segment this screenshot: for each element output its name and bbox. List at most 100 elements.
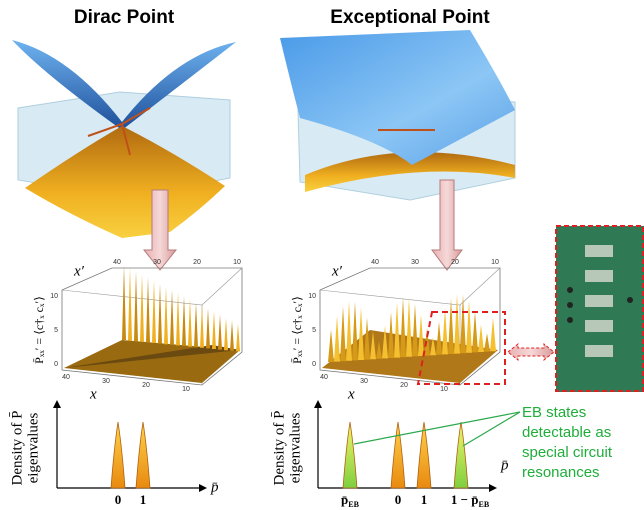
spike <box>236 324 240 352</box>
spike <box>412 304 418 356</box>
spike <box>140 274 144 342</box>
tick-label: 1 <box>140 492 147 507</box>
spike <box>328 329 334 362</box>
tick-label: 10 <box>491 259 499 266</box>
spike <box>358 307 364 360</box>
panel-title: Dirac Point <box>74 7 175 28</box>
spike <box>394 302 400 357</box>
peak <box>111 422 125 488</box>
axis-label: x <box>347 386 355 402</box>
tick-label: 10 <box>50 293 58 300</box>
tick-label: 30 <box>153 259 161 266</box>
spike <box>206 308 210 348</box>
spike <box>188 299 192 347</box>
spike <box>170 290 174 345</box>
tick-text: 1 − p̄ <box>451 492 479 507</box>
tick-label: 40 <box>62 374 70 381</box>
spike <box>128 268 132 341</box>
spike <box>200 305 204 348</box>
annotation-text: resonances <box>522 464 600 481</box>
double-arrow <box>508 344 554 360</box>
tick-label: 20 <box>142 382 150 389</box>
tick-label: 40 <box>320 374 328 381</box>
spike <box>194 302 198 347</box>
tick-label: 30 <box>360 378 368 385</box>
spike <box>406 298 412 357</box>
tick-text: 1 <box>421 492 428 507</box>
arrowhead <box>53 400 61 408</box>
peak <box>136 422 150 488</box>
spike <box>454 294 460 354</box>
tick-label: 10 <box>182 386 190 393</box>
tick-label: 5 <box>54 327 58 334</box>
spike <box>134 271 138 341</box>
annotation-text: EB states <box>522 404 586 421</box>
x-axis-label: p̄ <box>500 457 509 473</box>
spike <box>152 281 156 344</box>
spike <box>122 265 126 340</box>
tick-label: 0 <box>395 492 402 507</box>
axis-label: x′ <box>73 263 85 279</box>
ep-surface <box>280 30 515 200</box>
tick-label: 5 <box>312 327 316 334</box>
tick-label: 0 <box>54 361 58 368</box>
tick-label: 1 <box>421 492 428 507</box>
tick-label: 20 <box>400 382 408 389</box>
tick-label: p̄EB <box>341 492 360 509</box>
tick-text: 0 <box>395 492 402 507</box>
tick-label: 40 <box>371 259 379 266</box>
axis-label: x′ <box>331 263 343 279</box>
spike <box>218 315 222 350</box>
panel-title: Exceptional Point <box>330 7 490 28</box>
tick-sub: EB <box>478 500 489 509</box>
spike <box>436 322 442 355</box>
annotation-text: detectable as <box>522 424 611 441</box>
spike <box>478 325 484 352</box>
arrowhead <box>314 400 322 408</box>
spike <box>346 301 352 361</box>
y-axis-label: eigenvalues <box>25 412 41 483</box>
figure: Dirac Point Exceptional Point x′ x P̄ₓₓ′ =… <box>0 0 644 510</box>
spike <box>400 297 406 357</box>
spike <box>230 321 234 351</box>
tick-label: 20 <box>451 259 459 266</box>
spike <box>418 314 424 356</box>
density-plot: Density of P̄eigenvalues p̄ 0 1 <box>9 400 219 507</box>
annotation-text: special circuit <box>522 444 613 461</box>
y-axis-label: Density of P̄ <box>271 411 287 486</box>
tick-label: 10 <box>440 386 448 393</box>
spike <box>472 311 478 352</box>
spike <box>448 299 454 354</box>
peak <box>391 422 405 488</box>
spike <box>176 293 180 346</box>
tick-label: 20 <box>193 259 201 266</box>
spike <box>212 312 216 350</box>
tick-label: 10 <box>233 259 241 266</box>
spike <box>466 301 472 353</box>
spike <box>484 333 490 351</box>
spike <box>460 295 466 354</box>
axis-label: P̄ₓₓ′ = ⟨c†ₓ cₓ′⟩ <box>32 296 46 364</box>
tick-sub: EB <box>348 500 359 509</box>
spike <box>352 302 358 361</box>
spike <box>442 308 448 354</box>
arrowhead <box>489 484 497 492</box>
spike <box>164 287 168 345</box>
tick-text: p̄ <box>341 492 348 507</box>
y-axis-label: eigenvalues <box>287 412 303 483</box>
pointer <box>354 412 520 444</box>
peak <box>454 422 468 488</box>
tick-label: 10 <box>308 293 316 300</box>
tick-label: 0 <box>312 361 316 368</box>
tick-label: 0 <box>115 492 122 507</box>
spike <box>334 316 340 362</box>
peak <box>343 422 357 488</box>
y-axis-label: Density of P̄ <box>9 411 25 486</box>
x-axis-label: p̄ <box>210 479 219 495</box>
tick-label: 40 <box>113 259 121 266</box>
axis-label: P̄ₓₓ′ = ⟨c†ₓ cₓ′⟩ <box>290 296 304 364</box>
tick-text: 0 <box>115 492 122 507</box>
